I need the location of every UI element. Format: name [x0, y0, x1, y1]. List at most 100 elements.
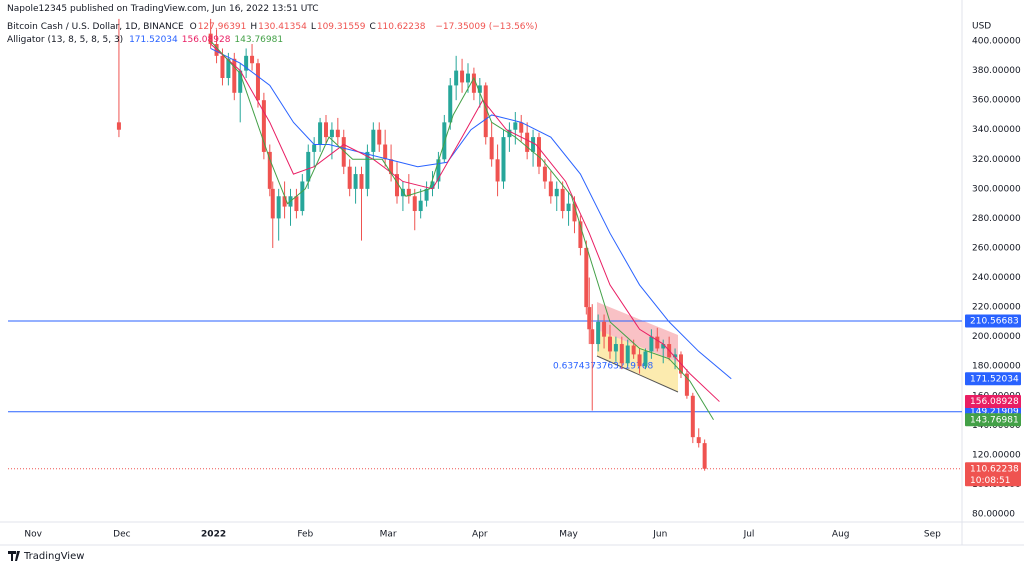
y-tick-label: 300.00000 — [972, 184, 1021, 194]
x-tick-label: Nov — [24, 530, 42, 540]
x-tick-label: 2022 — [201, 530, 226, 540]
x-tick-label: Sep — [924, 530, 941, 540]
candle-body — [412, 196, 417, 212]
candle-body — [572, 203, 577, 222]
price-box-label: 110.62238 — [970, 464, 1019, 474]
candle-body — [418, 200, 423, 212]
price-box-label: 210.56683 — [970, 317, 1019, 327]
x-tick-label: Jun — [652, 530, 667, 540]
y-tick-label: 180.00000 — [972, 362, 1021, 372]
candle-body — [690, 395, 695, 438]
candle-body — [383, 144, 388, 160]
candle-body — [613, 344, 618, 352]
price-box-label: 143.76981 — [970, 415, 1019, 425]
candle-body — [625, 345, 630, 364]
ohlc-label: H — [250, 22, 258, 32]
candle-body — [619, 344, 624, 364]
candle-body — [454, 70, 459, 86]
candle-body — [460, 70, 465, 83]
candle-body — [371, 129, 376, 152]
candle-body — [607, 336, 612, 352]
published: Napole12345 published on TradingView.com… — [7, 4, 319, 14]
price-box — [965, 314, 1021, 328]
candle-body — [347, 166, 352, 189]
candle-body — [359, 174, 364, 189]
y-tick-label: 200.00000 — [972, 332, 1021, 342]
candle-body — [312, 144, 317, 152]
price-box — [965, 462, 1021, 487]
x-tick-label: Feb — [297, 530, 313, 540]
candle-body — [220, 55, 225, 79]
candle-body — [116, 122, 121, 130]
candle-body — [238, 70, 243, 93]
candles — [116, 18, 707, 471]
candle-body — [649, 336, 654, 352]
candle-body — [365, 151, 370, 189]
candle-body — [584, 247, 589, 308]
candle-body — [684, 373, 689, 396]
candle-body — [442, 122, 447, 160]
candle-body — [548, 181, 553, 197]
candle-body — [696, 437, 701, 444]
indicator-values: 171.52034 156.08928 143.76981 — [129, 35, 287, 45]
candle-body — [531, 137, 536, 152]
logo — [8, 551, 20, 561]
y-tick-label: 240.00000 — [972, 273, 1021, 283]
candle-body — [637, 354, 642, 367]
candle-body — [554, 188, 559, 197]
ohlc-value: 109.31559 — [316, 22, 366, 32]
indicator-value: 143.76981 — [234, 35, 284, 45]
x-tick-label: Jul — [743, 530, 755, 540]
indicator: Alligator (13, 8, 5, 8, 5, 3) — [7, 35, 124, 45]
candle-body — [353, 174, 358, 189]
price-box — [965, 372, 1021, 386]
candle-body — [250, 55, 255, 64]
candle-body — [448, 85, 453, 123]
candle-body — [261, 100, 266, 152]
candle-body — [465, 73, 470, 83]
change: −17.35009 (−13.56%) — [435, 22, 538, 32]
y-tick-label: 260.00000 — [972, 243, 1021, 253]
legend-symbol: Bitcoin Cash / U.S. Dollar, 1D, BINANCE … — [7, 22, 541, 32]
candle-body — [406, 188, 411, 197]
y-tick-label: 280.00000 — [972, 214, 1021, 224]
ohlc-value: 130.41354 — [258, 22, 307, 32]
y-tick-label: 400.00000 — [972, 37, 1021, 47]
candle-body — [542, 166, 547, 182]
candle-body — [590, 329, 595, 345]
candle-body — [318, 122, 323, 145]
x-tick-label: Apr — [472, 530, 488, 540]
candle-body — [525, 132, 530, 152]
candle-body — [489, 137, 494, 160]
candle-body — [255, 63, 260, 101]
ohlc-value: 110.62238 — [376, 22, 426, 32]
candle-body — [631, 345, 636, 355]
candle-body — [673, 354, 678, 358]
x-tick-label: Dec — [113, 530, 130, 540]
price-box — [965, 413, 1021, 427]
candle-body — [267, 151, 272, 189]
y-tick-label: 360.00000 — [972, 96, 1021, 106]
candle-body — [495, 159, 500, 182]
indicator-value: 156.08928 — [181, 35, 231, 45]
ohlc-label: C — [369, 22, 376, 32]
candle-body — [329, 129, 334, 138]
candle-body — [389, 159, 394, 175]
y-tick-label: 80.00000 — [972, 510, 1015, 520]
countdown: 10:08:51 — [970, 476, 1010, 486]
candle-body — [232, 58, 237, 93]
candle-body — [282, 196, 287, 207]
candle-body — [424, 188, 429, 201]
candle-body — [661, 344, 666, 349]
candle-body — [536, 137, 541, 167]
price-box-label: 156.08928 — [970, 397, 1019, 407]
indicator-value: 171.52034 — [129, 35, 178, 45]
candle-body — [702, 443, 707, 469]
y-tick-label: 120.00000 — [972, 450, 1021, 460]
price-box-label: 149.21909 — [970, 407, 1019, 417]
candle-body — [306, 151, 311, 182]
candle-body — [477, 85, 482, 93]
y-tick-label: 380.00000 — [972, 66, 1021, 76]
